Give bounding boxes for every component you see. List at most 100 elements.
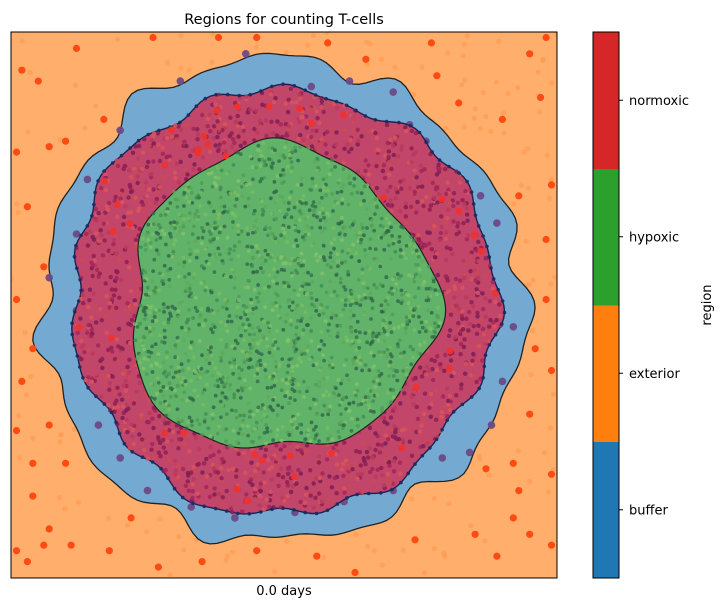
normoxic-cell-dot <box>165 154 170 159</box>
hypoxic-cell-dot <box>343 232 347 237</box>
normoxic-cell-dot <box>387 459 392 465</box>
hypoxic-cell-dot <box>283 394 288 398</box>
hypoxic-cell-dot <box>349 255 354 259</box>
normoxic-cell-dot <box>254 108 259 113</box>
hypoxic-cell-dot <box>180 397 185 402</box>
normoxic-cell-dot <box>275 119 280 124</box>
normoxic-cell-dot <box>128 210 134 215</box>
hypoxic-cell-dot <box>147 291 152 296</box>
normoxic-cell-dot <box>215 470 221 475</box>
hypoxic-cell-dot <box>232 190 237 195</box>
normoxic-cell-dot <box>159 466 163 471</box>
buffer-tcell <box>116 126 124 135</box>
normoxic-cell-dot <box>96 179 100 183</box>
hypoxic-cell-dot <box>214 184 219 189</box>
normoxic-cell-dot <box>405 221 410 226</box>
hypoxic-cell-dot <box>289 323 293 327</box>
hypoxic-cell-dot <box>152 396 157 401</box>
hypoxic-cell-dot <box>157 288 161 293</box>
hypoxic-cell-dot <box>246 285 251 290</box>
normoxic-cell-dot <box>137 226 142 232</box>
hypoxic-cell-dot <box>360 368 364 373</box>
hypoxic-cell-dot <box>235 305 240 310</box>
exterior-cell-dot <box>477 125 483 131</box>
normoxic-cell-dot <box>124 417 129 423</box>
hypoxic-cell-dot <box>284 212 289 217</box>
hypoxic-cell-dot <box>369 223 374 228</box>
normoxic-cell-dot <box>72 343 77 348</box>
normoxic-cell-dot <box>109 287 115 292</box>
hypoxic-cell-dot <box>199 281 204 285</box>
hypoxic-cell-dot <box>232 276 237 281</box>
normoxic-cell-dot <box>154 189 159 194</box>
normoxic-cell-dot <box>449 373 454 379</box>
hypoxic-cell-dot <box>219 195 223 200</box>
hypoxic-cell-dot <box>173 388 177 393</box>
exterior-cell-dot <box>28 373 34 380</box>
normoxic-cell-dot <box>115 404 121 409</box>
hypoxic-cell-dot <box>336 378 341 382</box>
normoxic-cell-dot <box>197 167 202 172</box>
normoxic-cell-dot <box>130 450 134 454</box>
normoxic-cell-dot <box>229 150 235 155</box>
hypoxic-cell-dot <box>286 225 291 230</box>
hypoxic-cell-dot <box>155 362 160 367</box>
hypoxic-cell-dot <box>340 197 345 202</box>
hypoxic-cell-dot <box>196 193 201 198</box>
hypoxic-cell-dot <box>284 377 289 382</box>
normoxic-cell-dot <box>99 342 104 347</box>
hypoxic-cell-dot <box>161 302 166 306</box>
normoxic-cell-dot <box>411 377 416 382</box>
exterior-cell-dot <box>15 210 21 216</box>
normoxic-cell-dot <box>351 114 356 120</box>
hypoxic-cell-dot <box>194 255 199 260</box>
hypoxic-cell-dot <box>260 212 265 217</box>
hypoxic-cell-dot <box>191 342 196 347</box>
exterior-tcell <box>12 295 21 304</box>
normoxic-cell-dot <box>418 365 423 370</box>
hypoxic-cell-dot <box>236 431 241 436</box>
hypoxic-cell-dot <box>246 196 251 201</box>
normoxic-cell-dot <box>106 373 111 379</box>
hypoxic-cell-dot <box>213 175 218 180</box>
normoxic-tcell <box>204 140 212 148</box>
normoxic-cell-dot <box>271 100 277 105</box>
hypoxic-cell-dot <box>365 226 369 230</box>
normoxic-cell-dot <box>471 324 476 329</box>
hypoxic-cell-dot <box>282 172 286 177</box>
hypoxic-cell-dot <box>265 395 270 399</box>
hypoxic-cell-dot <box>281 261 286 266</box>
normoxic-cell-dot <box>472 268 477 273</box>
normoxic-cell-dot <box>85 347 91 353</box>
normoxic-cell-dot <box>429 247 434 252</box>
hypoxic-cell-dot <box>230 444 235 449</box>
normoxic-cell-dot <box>200 112 205 118</box>
hypoxic-cell-dot <box>334 386 338 391</box>
normoxic-cell-dot <box>355 127 360 132</box>
hypoxic-cell-dot <box>265 252 270 257</box>
hypoxic-cell-dot <box>252 373 257 378</box>
normoxic-tcells <box>75 103 499 505</box>
hypoxic-cell-dot <box>386 229 391 234</box>
hypoxic-cell-dot <box>224 427 229 431</box>
hypoxic-cell-dot <box>340 249 345 254</box>
normoxic-cell-dot <box>224 488 229 494</box>
hypoxic-cell-dot <box>378 264 383 269</box>
hypoxic-cell-dot <box>138 353 143 357</box>
hypoxic-cell-dot <box>433 325 438 330</box>
normoxic-cell-dot <box>163 467 168 473</box>
hypoxic-cell-dot <box>293 378 298 383</box>
hypoxic-cell-dot <box>184 287 189 291</box>
normoxic-cell-dot <box>487 299 493 304</box>
hypoxic-cell-dot <box>207 253 212 257</box>
normoxic-cell-dot <box>123 388 129 393</box>
hypoxic-cell-dot <box>399 274 404 278</box>
normoxic-cell-dot <box>106 402 111 408</box>
hypoxic-cell-dot <box>156 232 161 236</box>
normoxic-cell-dot <box>176 463 181 469</box>
normoxic-cell-dot <box>164 135 170 141</box>
hypoxic-cell-dot <box>363 253 368 258</box>
hypoxic-cell-dot <box>225 171 229 176</box>
exterior-tcell <box>23 203 31 211</box>
hypoxic-cell-dot <box>244 309 249 313</box>
